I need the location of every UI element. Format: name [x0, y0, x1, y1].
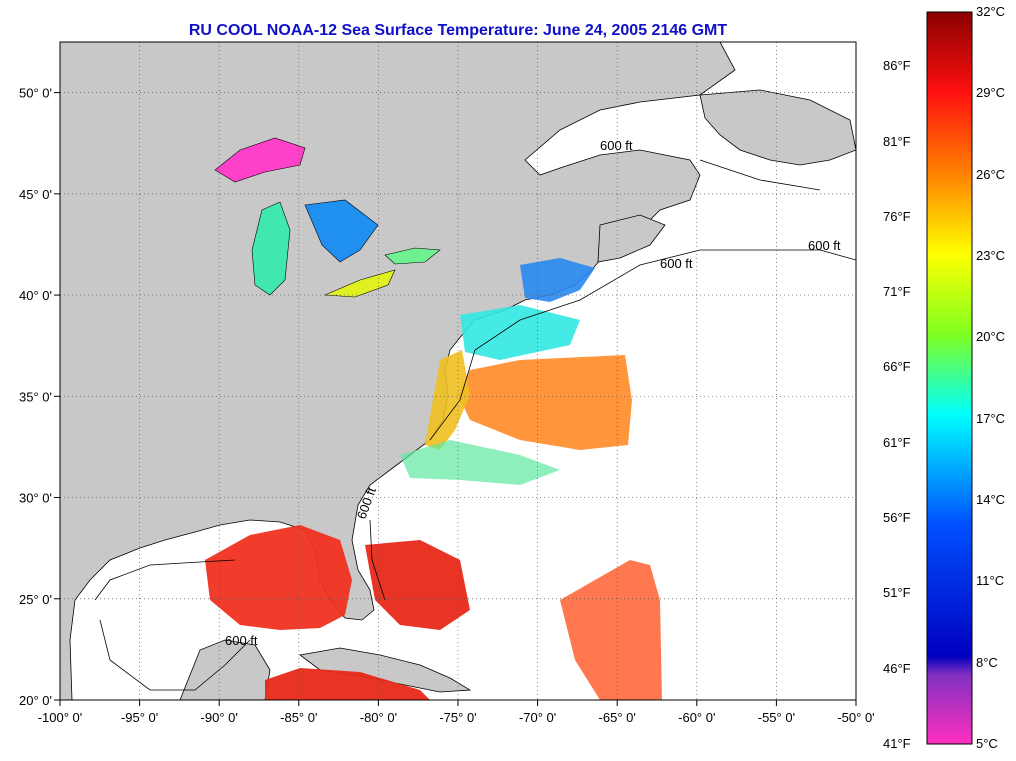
colorbar-celsius-label: 26°C [976, 166, 1006, 182]
lat-tick-label: 50° 0' [19, 86, 52, 101]
lon-tick-label: -100° 0' [38, 710, 83, 725]
lat-tick-label: 40° 0' [19, 288, 52, 303]
nova-scotia-land [597, 214, 666, 263]
colorbar-fahrenheit-label: 71°F [883, 284, 911, 300]
lon-tick-label: -50° 0' [837, 710, 874, 725]
contour-600ft-atlantic [369, 159, 856, 601]
lat-tick-label: 35° 0' [19, 389, 52, 404]
lake-huron [304, 199, 379, 263]
sst-offshore-gulf-stream [458, 355, 632, 450]
colorbar-fahrenheit-label: 81°F [883, 133, 911, 149]
colorbar-fahrenheit-label: 76°F [883, 208, 911, 224]
colorbar-celsius-label: 5°C [976, 736, 998, 751]
colorbar-celsius-label: 29°C [976, 85, 1006, 101]
contour-label: 600 ft [660, 256, 693, 271]
yucatan-land [179, 639, 271, 700]
lat-tick-label: 30° 0' [19, 491, 52, 506]
contour-label: 600 ft [600, 138, 633, 153]
colorbar-celsius-label: 20°C [976, 329, 1006, 345]
sst-carolina-shelf [425, 350, 470, 450]
colorbar-celsius-label: 23°C [976, 248, 1006, 263]
sst-sargasso [560, 560, 662, 700]
colorbar-fahrenheit-label: 46°F [883, 660, 911, 676]
colorbar-celsius-label: 11°C [976, 573, 1005, 589]
lon-tick-label: -95° 0' [121, 710, 158, 725]
lat-tick-label: 45° 0' [19, 187, 52, 202]
map-grid [60, 42, 856, 700]
lake-ontario [384, 247, 441, 265]
lake-superior [214, 137, 306, 183]
colorbar-celsius-label: 32°C [976, 4, 1006, 19]
sst-gulf-of-maine [520, 258, 595, 302]
sst-bahamas [365, 540, 470, 630]
lake-michigan [251, 201, 291, 296]
lon-tick-label: -60° 0' [678, 710, 715, 725]
colorbar-fahrenheit-label: 66°F [883, 359, 911, 375]
colorbar [926, 11, 973, 745]
colorbar-celsius-label: 14°C [976, 492, 1006, 507]
map-title: RU COOL NOAA-12 Sea Surface Temperature:… [188, 22, 728, 39]
colorbar-fahrenheit-label: 41°F [883, 736, 911, 751]
sst-caribbean [265, 668, 430, 700]
lon-tick-label: -70° 0' [519, 710, 556, 725]
lat-axis: 20° 0' 25° 0' 30° 0' 35° 0' 40° 0' 45° 0' 50° … [19, 86, 60, 708]
contour-600ft-gulf [94, 559, 251, 691]
colorbar-celsius-label: 17°C [976, 410, 1006, 426]
colorbar-fahrenheit-label: 86°F [883, 58, 911, 74]
newfoundland-land [699, 89, 856, 166]
lon-tick-label: -75° 0' [439, 710, 476, 725]
contour-label: 600 ft [808, 238, 841, 253]
sst-mid-atlantic-shelf [460, 305, 580, 360]
colorbar-fahrenheit-label: 56°F [883, 510, 911, 526]
colorbar-celsius-label: 8°C [976, 654, 998, 670]
lon-axis: -100° 0' -95° 0' -90° 0' -85° 0' -80° 0' -75°… [38, 700, 875, 725]
sst-se-coast [400, 440, 560, 485]
lon-tick-label: -80° 0' [360, 710, 397, 725]
lon-tick-label: -65° 0' [599, 710, 636, 725]
lon-tick-label: -90° 0' [201, 710, 238, 725]
lake-erie [324, 269, 396, 298]
contour-label: 600 ft [225, 633, 258, 648]
lat-tick-label: 20° 0' [19, 693, 52, 708]
lon-tick-label: -85° 0' [280, 710, 317, 725]
lon-tick-label: -55° 0' [758, 710, 795, 725]
colorbar-fahrenheit-label: 61°F [883, 434, 911, 450]
colorbar-fahrenheit-label: 51°F [883, 585, 911, 601]
sst-gulf-of-mexico [205, 525, 352, 630]
lat-tick-label: 25° 0' [19, 592, 52, 607]
